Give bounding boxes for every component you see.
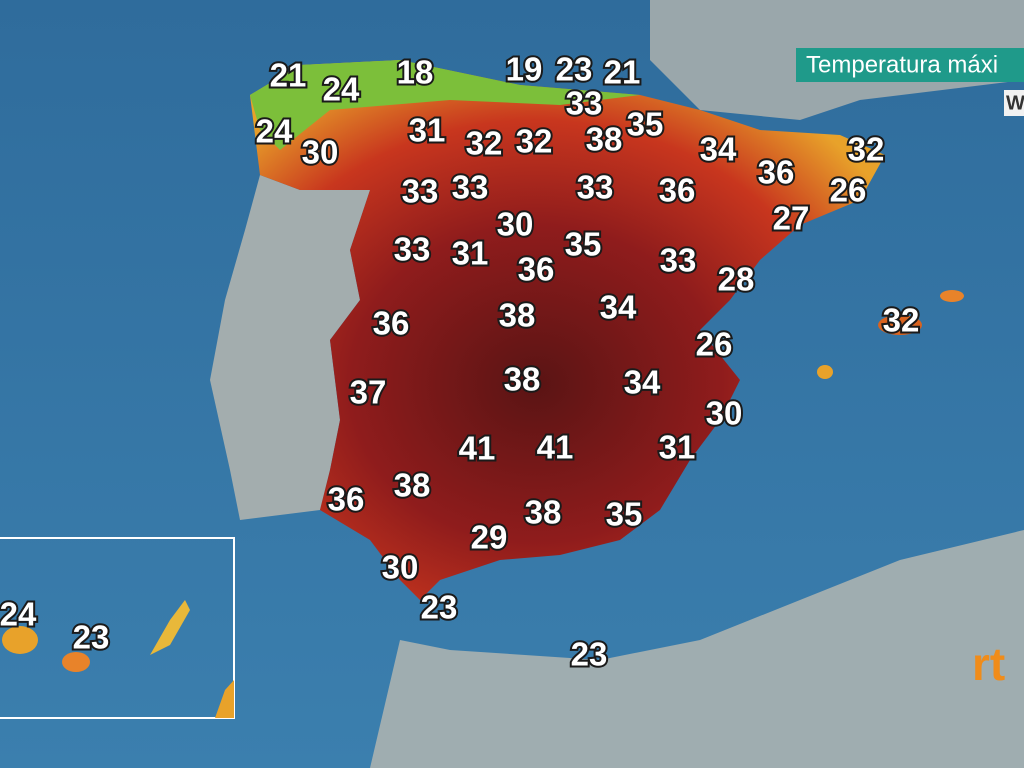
spain bbox=[250, 60, 885, 600]
north-coast bbox=[250, 60, 640, 150]
subtitle: W bbox=[1006, 92, 1024, 114]
temperature-label: 36 bbox=[518, 251, 555, 288]
temperature-label: 19 bbox=[506, 51, 543, 88]
temperature-label: 36 bbox=[659, 172, 696, 209]
temperature-label: 21 bbox=[604, 54, 641, 91]
temperature-label: 24 bbox=[323, 71, 360, 108]
temperature-label: 31 bbox=[452, 235, 489, 272]
title-banner bbox=[796, 48, 1024, 82]
temperature-label: 38 bbox=[394, 467, 431, 504]
temperature-label: 32 bbox=[883, 302, 920, 339]
island bbox=[2, 626, 38, 654]
temperature-label: 31 bbox=[409, 112, 446, 149]
temperature-label: 38 bbox=[504, 361, 541, 398]
temperature-label: 37 bbox=[350, 374, 387, 411]
menorca bbox=[940, 290, 964, 302]
temperature-label: 23 bbox=[73, 619, 110, 656]
temperature-label: 30 bbox=[706, 395, 743, 432]
temperature-label: 34 bbox=[624, 364, 661, 401]
canary-inset bbox=[0, 537, 235, 719]
temperature-label: 31 bbox=[659, 429, 696, 466]
temperature-label: 35 bbox=[627, 106, 664, 143]
temperature-label: 23 bbox=[556, 51, 593, 88]
temperature-label: 33 bbox=[402, 173, 439, 210]
island bbox=[62, 652, 90, 672]
temperature-label: 30 bbox=[497, 206, 534, 243]
island bbox=[215, 680, 234, 718]
temperature-label: 35 bbox=[606, 496, 643, 533]
temperature-label: 34 bbox=[600, 289, 637, 326]
temperature-label: 23 bbox=[421, 589, 458, 626]
title: Temperatura máxi bbox=[806, 51, 998, 78]
africa bbox=[370, 530, 1024, 768]
temperature-label: 34 bbox=[700, 131, 737, 168]
temperature-label: 21 bbox=[270, 57, 307, 94]
temperature-label: 33 bbox=[577, 169, 614, 206]
temperature-label: 32 bbox=[466, 125, 503, 162]
ibiza bbox=[817, 365, 833, 379]
temperature-label: 33 bbox=[566, 85, 603, 122]
temperature-label: 38 bbox=[499, 297, 536, 334]
temperature-label: 33 bbox=[452, 169, 489, 206]
temperature-label: 32 bbox=[848, 131, 885, 168]
temperature-label: 27 bbox=[773, 200, 810, 237]
temperature-label: 30 bbox=[382, 549, 419, 586]
temperature-label: 41 bbox=[459, 430, 496, 467]
temperature-label: 36 bbox=[758, 154, 795, 191]
temperature-label: 36 bbox=[373, 305, 410, 342]
temperature-label: 24 bbox=[0, 596, 37, 633]
temperature-label: 38 bbox=[525, 494, 562, 531]
temperature-label: 33 bbox=[394, 231, 431, 268]
mallorca bbox=[878, 315, 922, 335]
temperature-label: 36 bbox=[328, 481, 365, 518]
temperature-label: 30 bbox=[302, 134, 339, 171]
portugal bbox=[210, 175, 370, 520]
temperature-label: 38 bbox=[586, 121, 623, 158]
temperature-label: 35 bbox=[565, 226, 602, 263]
island bbox=[150, 600, 190, 655]
temperature-label: 32 bbox=[516, 123, 553, 160]
temperature-label: 28 bbox=[718, 261, 755, 298]
temperature-label: 33 bbox=[660, 242, 697, 279]
logo: rt bbox=[972, 638, 1005, 690]
temperature-label: 18 bbox=[397, 54, 434, 91]
subtitle-box bbox=[1004, 90, 1024, 116]
temperature-label: 24 bbox=[256, 113, 293, 150]
temperature-label: 41 bbox=[537, 429, 574, 466]
temperature-label: 26 bbox=[830, 172, 867, 209]
temperature-label: 26 bbox=[696, 326, 733, 363]
temperature-label: 29 bbox=[471, 519, 508, 556]
temperature-label: 23 bbox=[571, 636, 608, 673]
